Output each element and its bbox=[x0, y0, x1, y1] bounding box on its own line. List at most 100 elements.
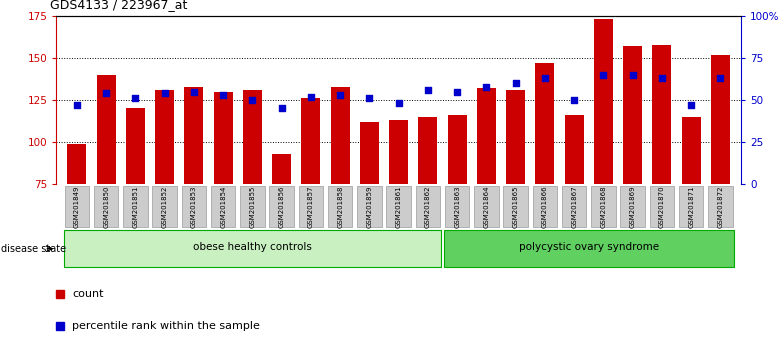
FancyBboxPatch shape bbox=[358, 186, 382, 227]
Text: GSM201849: GSM201849 bbox=[74, 186, 80, 228]
Bar bbox=[564, 115, 583, 184]
Point bbox=[275, 105, 288, 111]
Text: GSM201850: GSM201850 bbox=[103, 186, 109, 228]
Text: GSM201851: GSM201851 bbox=[132, 186, 139, 228]
Text: GSM201861: GSM201861 bbox=[396, 186, 401, 228]
Point bbox=[510, 80, 522, 86]
Bar bbox=[214, 92, 233, 184]
Point bbox=[597, 72, 610, 78]
Point bbox=[655, 75, 668, 81]
FancyBboxPatch shape bbox=[152, 186, 177, 227]
Point bbox=[568, 97, 580, 103]
FancyBboxPatch shape bbox=[503, 186, 528, 227]
Bar bbox=[272, 154, 291, 184]
FancyBboxPatch shape bbox=[64, 230, 441, 267]
Bar bbox=[711, 55, 730, 184]
Text: GSM201871: GSM201871 bbox=[688, 186, 694, 228]
Text: GSM201864: GSM201864 bbox=[484, 186, 489, 228]
Point bbox=[334, 92, 347, 98]
FancyBboxPatch shape bbox=[445, 186, 470, 227]
FancyBboxPatch shape bbox=[620, 186, 645, 227]
Text: GSM201866: GSM201866 bbox=[542, 186, 548, 228]
Text: GSM201857: GSM201857 bbox=[308, 186, 314, 228]
Point bbox=[539, 75, 551, 81]
FancyBboxPatch shape bbox=[123, 186, 147, 227]
Bar bbox=[535, 63, 554, 184]
Bar bbox=[360, 122, 379, 184]
Text: GSM201854: GSM201854 bbox=[220, 186, 226, 228]
Bar bbox=[477, 88, 496, 184]
Point bbox=[451, 89, 463, 95]
FancyBboxPatch shape bbox=[64, 186, 89, 227]
Text: GSM201858: GSM201858 bbox=[337, 186, 343, 228]
Point bbox=[100, 90, 112, 96]
FancyBboxPatch shape bbox=[562, 186, 586, 227]
Text: GSM201867: GSM201867 bbox=[572, 186, 577, 228]
FancyBboxPatch shape bbox=[708, 186, 733, 227]
Bar bbox=[681, 117, 701, 184]
Bar bbox=[96, 75, 116, 184]
Text: GSM201852: GSM201852 bbox=[162, 186, 168, 228]
FancyBboxPatch shape bbox=[94, 186, 118, 227]
FancyBboxPatch shape bbox=[387, 186, 411, 227]
Text: polycystic ovary syndrome: polycystic ovary syndrome bbox=[519, 242, 659, 252]
Text: obese healthy controls: obese healthy controls bbox=[193, 242, 312, 252]
Point bbox=[480, 84, 492, 89]
Bar bbox=[184, 86, 203, 184]
Bar bbox=[506, 90, 525, 184]
FancyBboxPatch shape bbox=[416, 186, 440, 227]
Text: count: count bbox=[72, 289, 103, 299]
Point bbox=[187, 89, 200, 95]
Bar bbox=[126, 108, 145, 184]
FancyBboxPatch shape bbox=[211, 186, 235, 227]
Bar bbox=[419, 117, 437, 184]
Point bbox=[422, 87, 434, 93]
FancyBboxPatch shape bbox=[240, 186, 265, 227]
FancyBboxPatch shape bbox=[650, 186, 674, 227]
FancyBboxPatch shape bbox=[474, 186, 499, 227]
FancyBboxPatch shape bbox=[532, 186, 557, 227]
Point bbox=[626, 72, 639, 78]
Point bbox=[714, 75, 727, 81]
Text: GSM201862: GSM201862 bbox=[425, 186, 431, 228]
Point bbox=[685, 102, 698, 108]
Text: GSM201872: GSM201872 bbox=[717, 186, 724, 228]
Bar bbox=[623, 46, 642, 184]
Text: GSM201855: GSM201855 bbox=[249, 186, 256, 228]
FancyBboxPatch shape bbox=[182, 186, 206, 227]
Text: GSM201853: GSM201853 bbox=[191, 186, 197, 228]
Point bbox=[158, 90, 171, 96]
Point bbox=[246, 97, 259, 103]
Point bbox=[217, 92, 230, 98]
Text: GSM201856: GSM201856 bbox=[278, 186, 285, 228]
Text: GSM201865: GSM201865 bbox=[513, 186, 519, 228]
Point bbox=[305, 94, 318, 99]
FancyBboxPatch shape bbox=[591, 186, 615, 227]
FancyBboxPatch shape bbox=[328, 186, 353, 227]
Text: GSM201868: GSM201868 bbox=[601, 186, 606, 228]
Text: GSM201859: GSM201859 bbox=[366, 186, 372, 228]
Text: GSM201870: GSM201870 bbox=[659, 186, 665, 228]
FancyBboxPatch shape bbox=[270, 186, 294, 227]
Text: GDS4133 / 223967_at: GDS4133 / 223967_at bbox=[50, 0, 188, 11]
FancyBboxPatch shape bbox=[299, 186, 323, 227]
Point bbox=[129, 96, 142, 101]
Text: percentile rank within the sample: percentile rank within the sample bbox=[72, 321, 260, 331]
Bar bbox=[155, 90, 174, 184]
Text: GSM201869: GSM201869 bbox=[630, 186, 636, 228]
Bar bbox=[331, 86, 350, 184]
Point bbox=[71, 102, 83, 108]
Text: disease state: disease state bbox=[1, 244, 66, 254]
Bar bbox=[243, 90, 262, 184]
Bar bbox=[389, 120, 408, 184]
Bar bbox=[448, 115, 466, 184]
Text: GSM201863: GSM201863 bbox=[454, 186, 460, 228]
Bar bbox=[594, 19, 613, 184]
Bar bbox=[301, 98, 321, 184]
Point bbox=[392, 101, 405, 106]
FancyBboxPatch shape bbox=[444, 230, 734, 267]
Bar bbox=[67, 144, 86, 184]
Bar bbox=[652, 45, 671, 184]
FancyBboxPatch shape bbox=[679, 186, 703, 227]
Point bbox=[363, 96, 376, 101]
